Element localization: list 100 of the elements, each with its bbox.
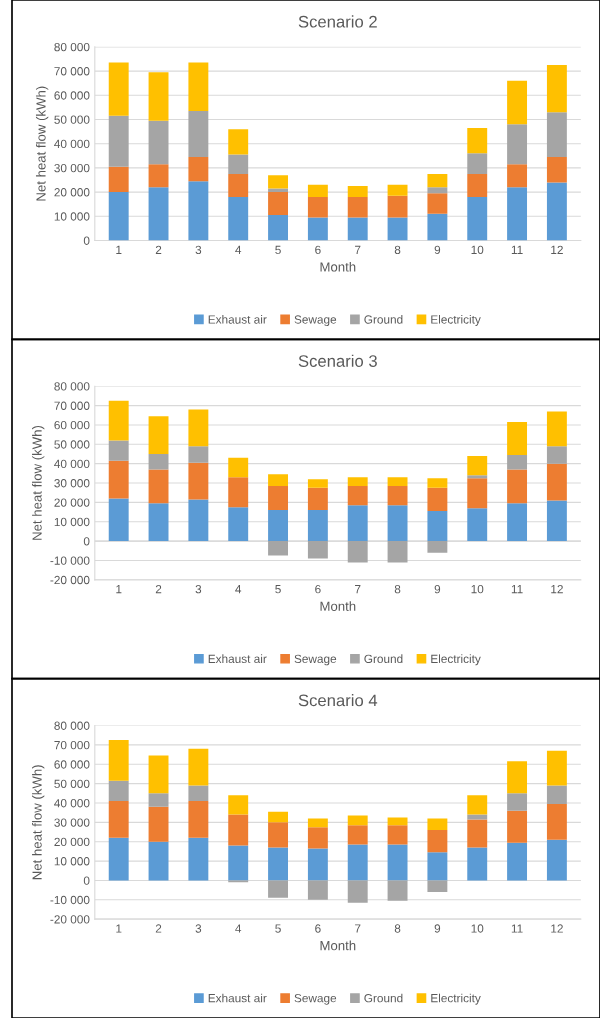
x-tick-label: 3	[195, 924, 202, 933]
y-tick-label: -10 000	[50, 895, 90, 905]
y-tick-label: 70 000	[54, 740, 90, 750]
bar	[268, 474, 288, 486]
x-tick-label: 4	[235, 585, 242, 594]
bar	[188, 111, 209, 157]
bar	[427, 511, 448, 542]
y-tick-label: 30 000	[54, 818, 90, 827]
bar	[347, 815, 368, 826]
x-tick-label: 12	[551, 584, 563, 594]
bar	[148, 469, 169, 504]
x-tick-label: 5	[275, 585, 281, 594]
legend-label: Sewage	[294, 654, 337, 666]
y-tick-label: -10 000	[50, 556, 90, 565]
x-tick-label: 6	[315, 245, 321, 255]
bar	[427, 487, 448, 512]
bar	[467, 508, 488, 542]
bar	[546, 803, 567, 840]
bar	[108, 460, 129, 499]
bar	[387, 485, 408, 506]
bar	[507, 187, 528, 241]
bar	[507, 454, 528, 470]
bar	[108, 837, 129, 881]
y-tick-label: 10 000	[54, 857, 90, 866]
bar	[188, 462, 209, 500]
legend-label: Electricity	[431, 654, 481, 666]
bar	[188, 181, 209, 241]
bar	[507, 422, 528, 455]
bar	[387, 880, 408, 901]
y-axis-title: Net heat flow (kWh)	[35, 86, 49, 201]
bar	[427, 193, 448, 214]
bar	[467, 173, 488, 197]
bar	[507, 124, 528, 165]
bar	[507, 469, 528, 504]
bar	[228, 196, 249, 241]
bar	[467, 196, 488, 241]
bar	[148, 453, 169, 470]
bar	[387, 217, 408, 241]
x-axis-title: Month	[320, 940, 356, 951]
bar	[347, 541, 368, 563]
bar	[188, 156, 209, 182]
bar	[228, 845, 249, 881]
legend-label: Ground	[364, 993, 403, 1003]
bar	[148, 120, 169, 165]
bar	[268, 510, 288, 542]
bar	[268, 847, 288, 881]
bar	[307, 848, 328, 881]
bar	[228, 129, 249, 155]
bar	[387, 844, 408, 881]
bar	[148, 755, 169, 794]
bar	[427, 478, 448, 488]
bar	[507, 793, 528, 811]
bar	[148, 841, 169, 881]
bar	[268, 192, 288, 216]
bar	[546, 411, 567, 447]
bar	[228, 795, 249, 815]
x-tick-label: 7	[355, 585, 361, 594]
bar	[268, 541, 288, 556]
bar	[148, 503, 169, 542]
y-tick-label: 50 000	[54, 440, 90, 449]
legend-label: Sewage	[294, 315, 337, 327]
bar	[546, 112, 567, 157]
bar	[387, 477, 408, 486]
bar	[188, 499, 209, 542]
y-tick-label: 20 000	[54, 188, 90, 197]
x-tick-label: 11	[511, 245, 523, 254]
bar	[467, 478, 488, 509]
bar	[387, 817, 408, 826]
bar	[108, 780, 129, 802]
legend-label: Ground	[364, 654, 403, 664]
legend-label: Exhaust air	[208, 993, 267, 1003]
x-tick-label: 3	[195, 245, 202, 255]
bar	[268, 811, 288, 823]
bar	[347, 825, 368, 845]
x-tick-label: 6	[315, 584, 321, 594]
x-tick-label: 1	[116, 585, 122, 594]
x-tick-label: 1	[116, 924, 122, 933]
bar	[347, 880, 368, 903]
y-tick-label: 70 000	[54, 401, 90, 410]
legend-label: Exhaust air	[208, 654, 267, 664]
bar	[427, 852, 448, 881]
y-tick-label: 40 000	[54, 799, 90, 808]
x-tick-label: 8	[394, 924, 401, 933]
y-tick-label: 0	[83, 236, 90, 245]
x-axis-title: Month	[320, 601, 356, 611]
chart-title: Scenario 4	[298, 694, 378, 707]
bar	[546, 156, 567, 183]
bar	[188, 785, 209, 802]
y-tick-label: 70 000	[54, 67, 90, 76]
bar	[467, 455, 488, 476]
bar	[347, 186, 368, 197]
bar	[108, 62, 129, 116]
bar	[268, 175, 288, 189]
x-tick-label: 7	[355, 924, 361, 933]
x-tick-label: 3	[195, 584, 202, 594]
x-tick-label: 1	[116, 245, 122, 254]
bar	[108, 166, 129, 193]
bar	[307, 510, 328, 542]
bar	[148, 793, 169, 807]
x-tick-label: 12	[551, 245, 563, 254]
